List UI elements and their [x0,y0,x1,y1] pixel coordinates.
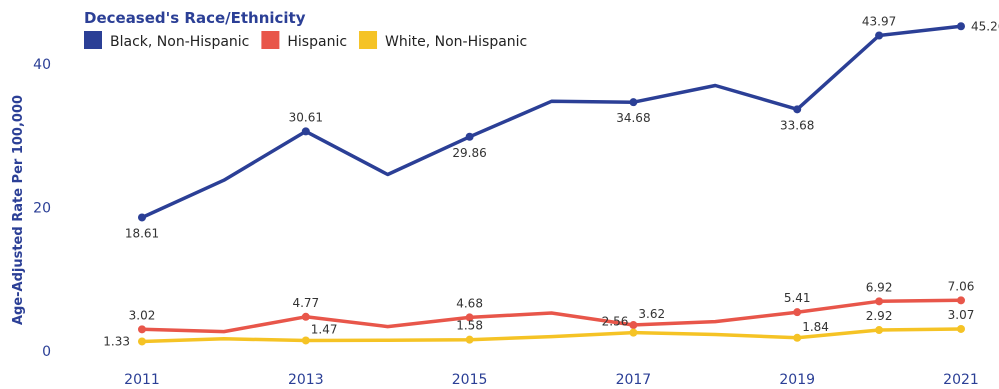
data-label: 29.86 [452,146,486,160]
data-label: 33.68 [780,118,814,132]
x-axis-ticks: 2011 2013 2015 2017 2019 2021 [124,372,979,388]
data-label: 43.97 [862,15,896,29]
data-point[interactable] [957,296,965,305]
data-label: 5.41 [784,291,811,305]
data-label: 3.02 [129,308,156,322]
data-point[interactable] [629,328,638,337]
data-point[interactable] [138,337,146,346]
data-label: 30.61 [289,110,323,124]
data-label: 2.56 [602,315,629,329]
data-label: 18.61 [125,226,159,240]
y-axis-label: Age-Adjusted Rate Per 100,000 [11,95,26,325]
data-point[interactable] [875,326,884,335]
data-point[interactable] [301,312,310,321]
data-point[interactable] [138,325,146,334]
data-point[interactable] [793,308,802,317]
data-point[interactable] [301,336,310,345]
series-line [140,298,963,334]
data-point[interactable] [875,297,884,306]
x-tick-label: 2011 [124,372,160,388]
data-label: 7.06 [948,279,975,293]
data-label: 1.84 [802,320,829,334]
data-point[interactable] [629,98,638,107]
legend-swatch [84,31,102,49]
legend-swatch [359,31,378,49]
x-tick-label: 2021 [943,372,979,388]
series-line [140,327,963,344]
legend-label[interactable]: White, Non-Hispanic [385,34,527,50]
x-tick-label: 2013 [288,372,324,388]
x-tick-label: 2017 [616,372,652,388]
data-label: 4.68 [456,296,483,310]
y-axis-ticks: 0 20 40 [33,57,51,360]
y-tick-label: 0 [42,344,51,360]
data-point[interactable] [465,313,474,322]
series-line [140,24,963,220]
legend-swatch [261,31,280,49]
data-label: 3.07 [948,308,975,322]
data-labels: 18.61 30.61 29.86 34.68 33.68 43.97 45.26 3.02 4… [103,15,999,349]
y-tick-label: 40 [33,57,51,73]
data-point[interactable] [875,31,884,40]
data-label: 34.68 [616,111,650,125]
legend-title: Deceased's Race/Ethnicity [84,9,306,27]
data-label: 1.33 [103,334,130,348]
x-tick-label: 2015 [452,372,488,388]
data-label: 4.77 [292,296,319,310]
legend: Deceased's Race/Ethnicity Black, Non-His… [84,9,527,50]
data-label: 45.26 [971,19,999,33]
data-label: 1.47 [311,322,338,336]
y-tick-label: 20 [33,201,51,217]
data-point[interactable] [957,324,965,333]
data-label: 1.58 [456,319,483,333]
x-tick-label: 2019 [779,372,815,388]
legend-label[interactable]: Black, Non-Hispanic [110,34,249,50]
data-label: 3.62 [638,307,665,321]
data-point[interactable] [465,335,474,344]
data-label: 6.92 [866,280,893,294]
data-point[interactable] [793,333,802,342]
data-point[interactable] [301,127,310,136]
data-point[interactable] [138,213,146,222]
legend-label[interactable]: Hispanic [287,34,347,50]
data-point[interactable] [465,132,474,141]
data-point[interactable] [957,22,965,31]
data-point[interactable] [629,321,638,330]
series-lines [140,24,963,344]
data-point[interactable] [793,105,802,114]
series-points [138,22,965,346]
data-label: 2.92 [866,309,893,323]
